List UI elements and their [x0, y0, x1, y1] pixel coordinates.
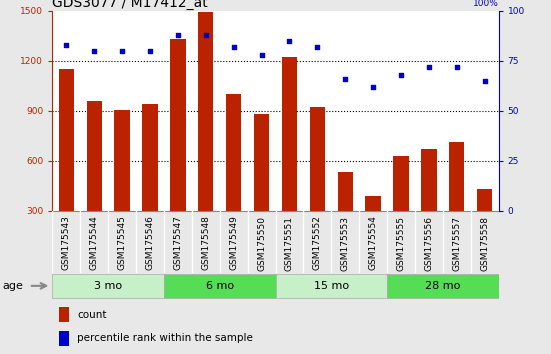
Bar [87, 101, 102, 211]
Point [62, 42, 71, 47]
Bar [282, 57, 297, 211]
Text: GSM175550: GSM175550 [257, 216, 266, 270]
Point [313, 44, 322, 50]
Bar [422, 149, 436, 211]
Point [424, 64, 433, 69]
Text: GSM175553: GSM175553 [341, 216, 350, 270]
Text: GSM175551: GSM175551 [285, 216, 294, 270]
Text: 28 mo: 28 mo [425, 281, 461, 291]
Text: GSM175546: GSM175546 [145, 216, 154, 270]
Bar [310, 107, 325, 211]
Text: GSM175555: GSM175555 [397, 216, 406, 270]
Text: GSM175558: GSM175558 [480, 216, 489, 270]
Text: GSM175556: GSM175556 [424, 216, 434, 270]
Point [341, 76, 350, 81]
Point [90, 48, 99, 53]
Bar [58, 69, 74, 211]
Text: GSM175548: GSM175548 [201, 216, 210, 270]
Text: GSM175547: GSM175547 [174, 216, 182, 270]
Text: GSM175557: GSM175557 [452, 216, 461, 270]
Bar [226, 94, 241, 211]
Bar [449, 142, 464, 211]
Point [285, 38, 294, 44]
Text: GSM175543: GSM175543 [62, 216, 71, 270]
Bar [59, 307, 69, 322]
Point [201, 32, 210, 38]
Text: GSM175544: GSM175544 [90, 216, 99, 270]
Point [369, 84, 377, 90]
Point [397, 72, 406, 78]
Bar [393, 156, 409, 211]
Text: count: count [77, 310, 106, 320]
Point [174, 32, 182, 38]
Bar [142, 104, 158, 211]
Point [480, 78, 489, 84]
Point [229, 44, 238, 50]
Point [145, 48, 154, 53]
Bar [387, 274, 499, 298]
Bar [170, 39, 186, 211]
Text: 15 mo: 15 mo [314, 281, 349, 291]
Text: 100%: 100% [473, 0, 499, 8]
Bar [276, 274, 387, 298]
Point [257, 52, 266, 57]
Bar [164, 274, 276, 298]
Text: GDS3077 / M17412_at: GDS3077 / M17412_at [52, 0, 208, 10]
Text: 6 mo: 6 mo [206, 281, 234, 291]
Text: percentile rank within the sample: percentile rank within the sample [77, 333, 253, 343]
Text: GSM175545: GSM175545 [117, 216, 127, 270]
Bar [198, 12, 213, 211]
Text: GSM175549: GSM175549 [229, 216, 238, 270]
Bar [365, 196, 381, 211]
Bar [52, 274, 164, 298]
Text: GSM175554: GSM175554 [369, 216, 377, 270]
Point [118, 48, 127, 53]
Text: 3 mo: 3 mo [94, 281, 122, 291]
Bar [477, 189, 493, 211]
Bar [115, 110, 129, 211]
Bar [59, 331, 69, 346]
Text: age: age [3, 281, 24, 291]
Bar [254, 114, 269, 211]
Bar [338, 172, 353, 211]
Text: GSM175552: GSM175552 [313, 216, 322, 270]
Point [452, 64, 461, 69]
